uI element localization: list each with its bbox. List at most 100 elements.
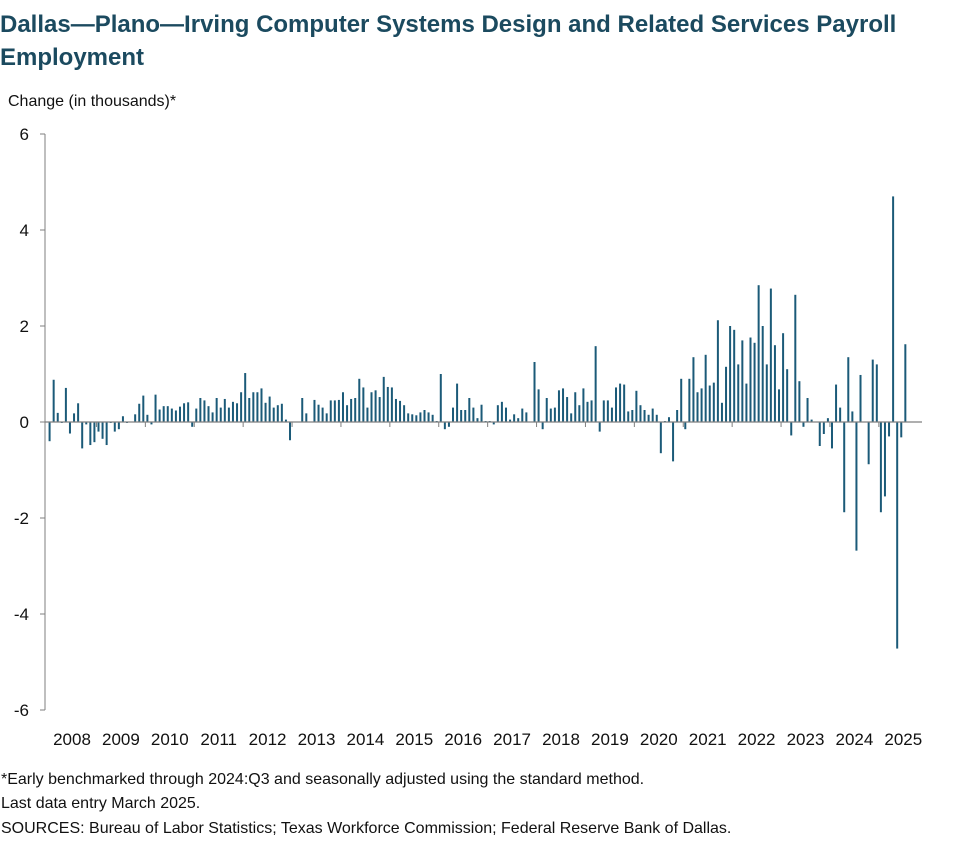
bar — [329, 400, 332, 422]
bar — [77, 403, 80, 422]
bar — [879, 422, 882, 513]
bar — [187, 402, 190, 422]
bar — [798, 381, 801, 422]
bar — [231, 401, 234, 422]
bar-series — [48, 196, 907, 649]
bar — [280, 403, 283, 422]
chart-title: Dallas—Plano—Irving Computer Systems Des… — [0, 11, 897, 71]
bar — [321, 407, 324, 422]
x-tick-label: 2022 — [738, 730, 776, 749]
bar — [460, 410, 463, 422]
bar — [680, 378, 683, 422]
bar — [582, 388, 585, 422]
bar — [325, 413, 328, 422]
bar — [606, 400, 609, 422]
bar — [594, 346, 597, 422]
bar — [113, 422, 116, 432]
bar — [162, 406, 165, 422]
bar — [773, 345, 776, 422]
bar — [647, 414, 650, 422]
bar — [48, 422, 51, 442]
bar — [382, 376, 385, 422]
bar — [305, 413, 308, 422]
bar — [602, 400, 605, 422]
bar — [415, 415, 418, 422]
y-tick-label: -4 — [14, 605, 29, 624]
bar — [553, 407, 556, 422]
bar — [370, 392, 373, 422]
x-tick-label: 2008 — [53, 730, 91, 749]
x-tick-label: 2010 — [151, 730, 189, 749]
bar — [443, 422, 446, 430]
bar — [708, 385, 711, 422]
bar — [240, 392, 243, 422]
bar — [810, 419, 813, 422]
bar — [468, 398, 471, 422]
bar — [749, 337, 752, 422]
bar — [598, 422, 601, 432]
bar — [183, 403, 186, 422]
bar — [619, 383, 622, 422]
bar — [166, 406, 169, 422]
bar — [549, 408, 552, 422]
bar — [97, 422, 100, 432]
bar — [211, 412, 214, 422]
bar — [472, 407, 475, 422]
bar — [566, 397, 569, 422]
bar — [867, 422, 870, 465]
bar — [700, 388, 703, 422]
bar — [741, 340, 744, 422]
bar — [403, 405, 406, 422]
bar — [655, 414, 658, 422]
bar — [350, 398, 353, 422]
bar — [346, 405, 349, 422]
x-tick-label: 2025 — [884, 730, 922, 749]
bar — [733, 329, 736, 422]
bar — [757, 285, 760, 422]
bar — [557, 390, 560, 422]
bar — [146, 414, 149, 422]
y-axis-label: Change (in thousands)* — [8, 93, 176, 110]
bar — [826, 418, 829, 422]
x-tick-label: 2017 — [493, 730, 531, 749]
bar — [643, 410, 646, 422]
bar — [260, 388, 263, 422]
bar — [574, 392, 577, 422]
bar — [765, 364, 768, 422]
bar — [839, 407, 842, 422]
bar — [419, 412, 422, 422]
bar — [354, 398, 357, 422]
bar — [712, 382, 715, 422]
bar — [737, 364, 740, 422]
bar — [191, 422, 194, 427]
bar — [117, 422, 120, 430]
bar — [276, 405, 279, 422]
bar — [761, 326, 764, 422]
bar — [476, 418, 479, 422]
bar — [248, 398, 251, 422]
bar — [635, 390, 638, 422]
bar — [688, 378, 691, 422]
y-axis: 6 4 2 0 -2 -4 -6 — [14, 125, 46, 720]
y-tick-label: 2 — [20, 317, 29, 336]
x-axis: 2008 2009 2010 2011 2012 2013 2014 2015 2016 2017… — [45, 421, 922, 749]
bar — [68, 422, 71, 434]
footnote-benchmark: *Early benchmarked through 2024:Q3 and s… — [1, 771, 645, 788]
bar — [590, 400, 593, 422]
bar — [85, 422, 88, 425]
bar — [541, 422, 544, 430]
bar — [313, 399, 316, 422]
x-tick-label: 2014 — [346, 730, 384, 749]
bar — [847, 357, 850, 422]
bar — [627, 411, 630, 422]
bar — [835, 384, 838, 422]
bar — [105, 422, 108, 446]
bar — [101, 422, 104, 439]
bar — [667, 417, 670, 422]
bar — [822, 422, 825, 434]
bar — [513, 414, 516, 422]
bar — [252, 392, 255, 422]
bar — [284, 419, 287, 422]
bar — [431, 414, 434, 422]
bar — [562, 388, 565, 422]
